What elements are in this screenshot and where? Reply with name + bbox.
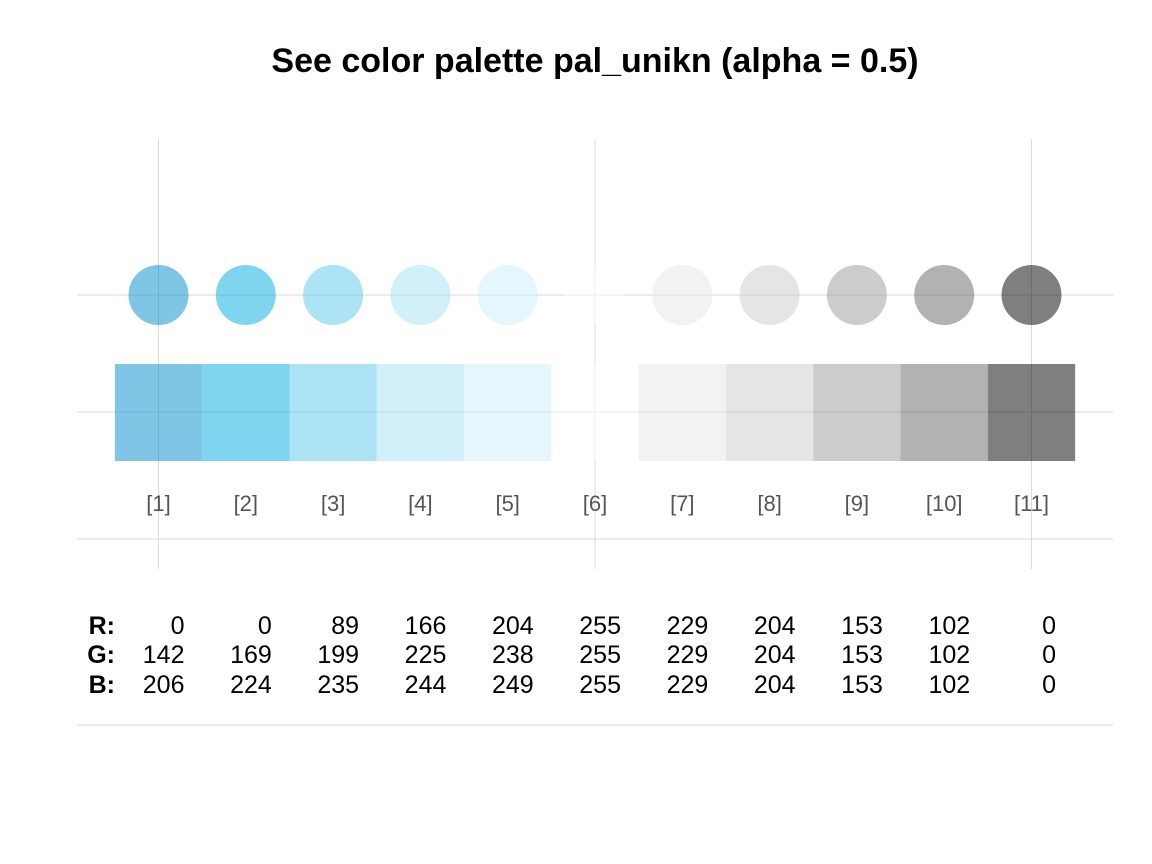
color-circle-8 [739, 265, 800, 325]
color-bar-6 [551, 364, 639, 461]
color-circle-9 [826, 265, 887, 325]
rgb-value-r-8: 204 [754, 612, 796, 640]
color-bar-11 [987, 364, 1076, 461]
rgb-value-b-11: 0 [1042, 671, 1056, 699]
rgb-value-g-3: 199 [317, 641, 359, 669]
rgb-value-g-5: 238 [492, 641, 534, 669]
tick-label-5: [5] [495, 491, 519, 516]
color-bar-3 [289, 364, 377, 461]
rgb-value-b-9: 153 [841, 671, 883, 699]
rgb-value-r-10: 102 [928, 612, 970, 640]
tick-label-1: [1] [146, 491, 170, 516]
rgb-value-b-7: 229 [667, 671, 709, 699]
color-circle-2 [215, 265, 276, 325]
rgb-value-r-9: 153 [841, 612, 883, 640]
tick-label-2: [2] [234, 491, 258, 516]
rgb-value-b-8: 204 [754, 671, 796, 699]
color-bar-7 [638, 364, 726, 461]
rgb-value-g-11: 0 [1042, 641, 1056, 669]
color-circle-11 [1001, 265, 1062, 325]
tick-label-9: [9] [845, 491, 869, 516]
rgb-label-r: R: [89, 612, 115, 640]
rgb-value-g-7: 229 [667, 641, 709, 669]
index-tick-labels: [1] [2] [3] [4] [5] [6] [7] [8] [9] [10] [11] [146, 491, 1049, 516]
tick-label-7: [7] [670, 491, 694, 516]
color-circle-6 [565, 265, 625, 325]
color-circle-7 [652, 265, 713, 325]
color-circle-3 [303, 265, 364, 325]
rgb-value-g-8: 204 [754, 641, 796, 669]
rgb-label-g: G: [87, 641, 115, 669]
tick-label-11: [11] [1014, 491, 1049, 516]
color-circle-4 [390, 265, 451, 325]
color-bar-1 [114, 364, 203, 461]
rgb-value-r-4: 166 [405, 612, 447, 640]
rgb-value-b-2: 224 [230, 671, 272, 699]
color-circles [128, 265, 1062, 325]
color-bar-2 [202, 364, 290, 461]
color-circle-5 [477, 265, 538, 325]
rgb-value-b-5: 249 [492, 671, 534, 699]
color-bars [114, 364, 1076, 461]
color-circle-1 [128, 265, 189, 325]
tick-label-6: [6] [583, 491, 607, 516]
rgb-label-b: B: [89, 671, 115, 699]
tick-label-4: [4] [408, 491, 432, 516]
rgb-value-r-11: 0 [1042, 612, 1056, 640]
color-circle-10 [914, 265, 975, 325]
rgb-value-g-1: 142 [143, 641, 185, 669]
rgb-value-g-10: 102 [928, 641, 970, 669]
rgb-value-b-10: 102 [928, 671, 970, 699]
tick-label-10: [10] [926, 491, 963, 516]
color-bar-10 [900, 364, 988, 461]
color-bar-5 [464, 364, 552, 461]
rgb-values-table: R: 0 0 89 166 204 255 229 204 153 102 0G: 142 169 199 2… [87, 612, 1056, 699]
rgb-value-g-4: 225 [405, 641, 447, 669]
rgb-value-b-6: 255 [579, 671, 621, 699]
tick-label-3: [3] [321, 491, 345, 516]
rgb-value-r-3: 89 [331, 612, 359, 640]
rgb-value-b-4: 244 [405, 671, 447, 699]
rgb-value-r-6: 255 [579, 612, 621, 640]
rgb-value-b-1: 206 [143, 671, 185, 699]
rgb-value-r-5: 204 [492, 612, 534, 640]
chart-title: See color palette pal_unikn (alpha = 0.5… [271, 42, 918, 80]
color-bar-4 [376, 364, 465, 461]
rgb-value-r-7: 229 [667, 612, 709, 640]
rgb-value-g-9: 153 [841, 641, 883, 669]
rgb-value-g-2: 169 [230, 641, 272, 669]
color-bar-8 [725, 364, 814, 461]
color-bar-9 [813, 364, 901, 461]
tick-label-8: [8] [757, 491, 781, 516]
rgb-value-g-6: 255 [579, 641, 621, 669]
rgb-value-b-3: 235 [317, 671, 359, 699]
rgb-value-r-1: 0 [171, 612, 185, 640]
rgb-value-r-2: 0 [258, 612, 272, 640]
